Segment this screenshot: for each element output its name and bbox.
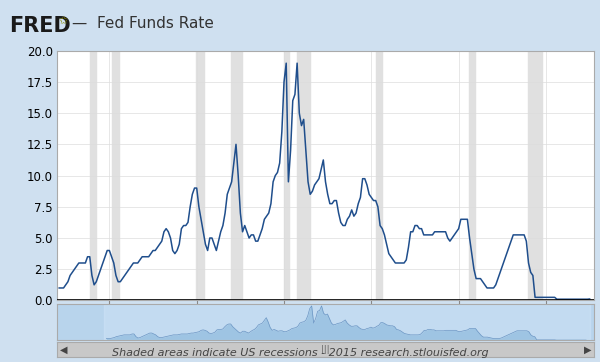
Text: |||: ||| [321,345,330,354]
Bar [196,51,204,300]
Bar [376,51,382,300]
Bar [469,51,475,300]
Text: FRED: FRED [9,16,71,36]
Bar [90,51,96,300]
Text: Shaded areas indicate US recessions - 2015 research.stlouisfed.org: Shaded areas indicate US recessions - 20… [112,348,488,358]
Bar [528,51,542,300]
Bar [112,51,119,300]
Bar [284,51,289,300]
Text: ▶: ▶ [584,344,592,354]
Text: ◀: ◀ [59,344,67,354]
Text: —  Fed Funds Rate: — Fed Funds Rate [72,16,214,31]
Bar [104,304,590,340]
Bar [297,51,310,300]
Bar [231,51,242,300]
Text: ✩: ✩ [59,16,68,26]
